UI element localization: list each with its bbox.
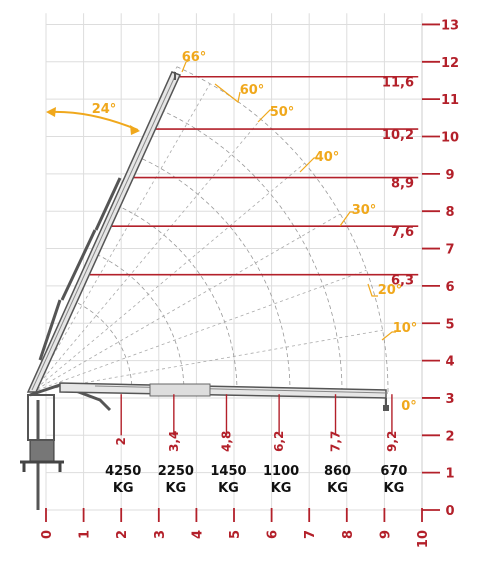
leader-line — [214, 83, 241, 104]
angle-label: 30° — [352, 203, 377, 218]
angle-label: 40° — [315, 150, 340, 165]
x-tick-label: 8 — [341, 530, 356, 539]
y-tick-label: 11 — [441, 93, 459, 108]
outreach-distance-label: 6,2 — [272, 431, 286, 452]
reach-arc — [115, 204, 238, 393]
leader-line — [367, 283, 378, 297]
reach-height-lines: 11,6 10,2 8,9 7,6 6,3 — [90, 76, 419, 289]
load-value: 4250 — [105, 464, 141, 479]
load-table: 4250 KG 2250 KG 1450 KG 1100 KG 860 KG 670 KG — [105, 464, 407, 496]
x-tick-label: 0 — [40, 530, 55, 539]
load-unit: KG — [113, 481, 134, 496]
y-tick-label: 0 — [445, 504, 454, 519]
x-tick-label: 9 — [378, 530, 393, 539]
load-unit: KG — [165, 481, 186, 496]
x-tick-label: 3 — [153, 530, 168, 539]
x-tick-label: 1 — [78, 530, 93, 539]
outreach-distance-label: 9,2 — [385, 431, 399, 452]
y-tick-label: 6 — [445, 280, 454, 295]
outreach-distance-label: 2 — [114, 437, 128, 445]
angle-ray — [31, 269, 367, 393]
y-tick-label: 2 — [445, 429, 454, 444]
load-value: 1450 — [210, 464, 246, 479]
reach-arc — [72, 300, 133, 393]
reach-arc — [136, 155, 291, 393]
angle-ray — [31, 329, 383, 393]
angle-label: 20° — [378, 283, 403, 298]
y-tick-label: 1 — [445, 467, 454, 482]
y-tick-label: 12 — [441, 56, 459, 71]
angle-label: 50° — [270, 105, 295, 120]
angle-rays — [31, 66, 383, 393]
outreach-axis: 0 1 2 3 4 5 6 7 8 9 10 — [40, 508, 431, 548]
load-unit: KG — [384, 481, 405, 496]
outreach-distance-label: 7,7 — [329, 431, 343, 452]
x-tick-label: 7 — [303, 530, 318, 539]
load-unit: KG — [218, 481, 239, 496]
outreach-distance-label: 3,4 — [167, 431, 181, 452]
reach-height-label: 10,2 — [382, 128, 414, 143]
x-tick-label: 6 — [266, 530, 281, 539]
reach-height-label: 7,6 — [391, 225, 414, 240]
load-value: 1100 — [263, 464, 299, 479]
reach-arcs — [72, 66, 389, 393]
slew-angle-indicator: 24° — [46, 102, 140, 135]
load-value: 670 — [380, 464, 407, 479]
leader-line — [339, 211, 354, 227]
slew-angle-label: 24° — [92, 102, 117, 117]
x-tick-label: 2 — [115, 530, 130, 539]
y-tick-label: 9 — [445, 168, 454, 183]
leader-line — [257, 109, 276, 123]
slew-arc — [47, 110, 139, 131]
load-value: 860 — [324, 464, 351, 479]
angle-labels: 66°60°50°40°30°20°10°0° — [181, 50, 418, 414]
y-tick-label: 13 — [441, 18, 459, 33]
y-tick-label: 4 — [445, 355, 454, 370]
load-value: 2250 — [158, 464, 194, 479]
reach-height-label: 8,9 — [391, 177, 414, 192]
angle-label: 60° — [240, 83, 265, 98]
y-tick-label: 8 — [445, 205, 454, 220]
y-tick-label: 10 — [441, 131, 459, 146]
angle-ray — [31, 162, 305, 393]
x-tick-label: 4 — [190, 530, 205, 539]
angle-ray — [31, 213, 341, 393]
angle-label: 10° — [393, 321, 418, 336]
angle-label: 0° — [401, 399, 417, 414]
outreach-distance-label: 4,8 — [219, 431, 233, 452]
y-tick-label: 5 — [445, 317, 454, 332]
crane-illustration — [20, 71, 389, 510]
angle-ray — [31, 119, 262, 393]
reach-height-label: 6,3 — [391, 274, 414, 289]
angle-ray — [31, 83, 211, 393]
load-unit: KG — [327, 481, 348, 496]
slew-arrow-left — [46, 107, 56, 117]
leader-line — [181, 59, 191, 73]
background-grid — [45, 13, 430, 511]
load-unit: KG — [271, 481, 292, 496]
leader-line — [381, 331, 396, 341]
y-tick-label: 3 — [445, 392, 454, 407]
y-tick-label: 7 — [445, 243, 454, 258]
reach-arc — [93, 252, 185, 393]
leader-line — [299, 157, 318, 173]
reach-height-label: 11,6 — [382, 76, 414, 91]
outreach-markers: 2 3,4 4,8 6,2 7,7 9,2 — [114, 394, 399, 452]
reach-arc — [157, 108, 343, 393]
slew-arrow-right — [130, 125, 140, 135]
x-tick-label: 5 — [228, 530, 243, 539]
x-tick-label: 10 — [416, 530, 431, 548]
